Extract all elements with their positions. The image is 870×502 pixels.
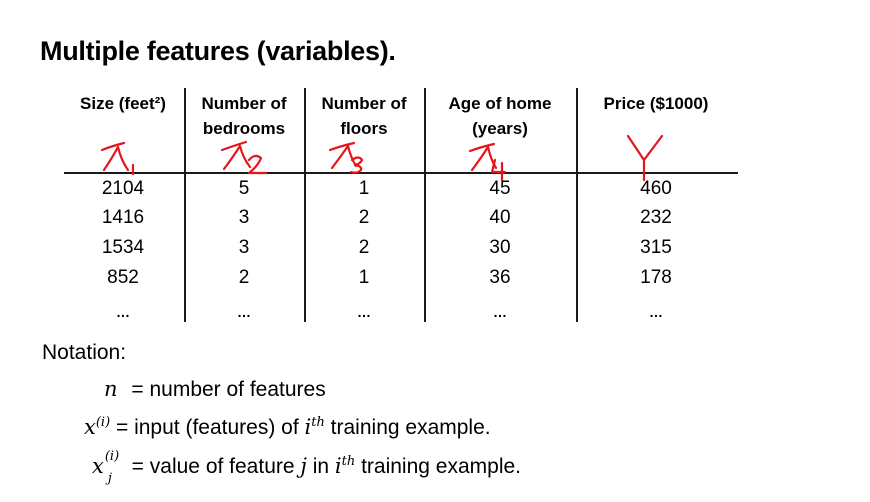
header-rule (64, 172, 738, 174)
x-th: th (311, 415, 325, 430)
header-floors-line1: Number of (321, 94, 407, 113)
cell-price: 178 (640, 267, 672, 288)
cell-price: 460 (640, 178, 672, 199)
cell-bedrooms: 2 (238, 267, 250, 288)
notation-n-line: n = number of features (104, 377, 326, 402)
xj-j: j (300, 454, 307, 478)
annotation-x1 (100, 141, 130, 172)
header-size-text: Size (feet²) (80, 94, 166, 113)
x-superscript: (i) (95, 415, 111, 430)
header-floors: Number of floors (322, 91, 407, 141)
header-age-line2: (years) (472, 119, 528, 138)
column-divider (576, 88, 578, 322)
column-divider (424, 88, 426, 322)
cell-size: 1534 (101, 237, 145, 258)
cell-floors: 1 (358, 178, 370, 199)
header-price-text: Price ($1000) (603, 94, 709, 113)
cell-floors: 2 (358, 207, 370, 228)
xj-indices: (i) j (104, 449, 126, 486)
cell-price: 315 (640, 237, 672, 258)
annotation-y (626, 134, 664, 182)
header-bedrooms-line2: bedrooms (202, 119, 286, 138)
slide-title: Multiple features (variables). (40, 36, 396, 66)
header-age: Age of home (years) (449, 91, 552, 141)
header-bedrooms-line1: Number of (201, 94, 287, 113)
xj-description-c: training example. (355, 455, 522, 478)
xj-th: th (341, 454, 356, 469)
x-symbol: x (84, 415, 96, 439)
annotation-x4 (468, 142, 498, 172)
notation-x-line: x(i) = input (features) of ith training … (84, 415, 491, 440)
x-description-b: training example. (324, 416, 491, 439)
annotation-x2 (220, 140, 252, 171)
header-size: Size (feet²) (80, 91, 166, 116)
x-i: i (304, 415, 312, 439)
cell-floors: 1 (358, 267, 370, 288)
ellipsis-bedrooms: … (237, 304, 251, 320)
cell-size: 2104 (101, 178, 145, 199)
header-price: Price ($1000) (604, 91, 709, 116)
annotation-x3-subscript (349, 156, 364, 174)
annotation-x4-subscript (490, 158, 507, 182)
cell-size: 852 (107, 267, 139, 288)
x-description-a: = input (features) of (110, 416, 305, 439)
cell-bedrooms: 5 (238, 178, 250, 199)
xj-description-b: in (306, 455, 335, 478)
notation-heading: Notation: (42, 341, 127, 364)
header-floors-line2: floors (340, 119, 388, 138)
cell-size: 1416 (101, 207, 145, 228)
xj-description-a: = value of feature (125, 455, 301, 478)
xj-superscript: (i) (104, 449, 120, 464)
annotation-x2-subscript (247, 154, 268, 175)
column-divider (184, 88, 186, 322)
column-divider (304, 88, 306, 322)
cell-age: 40 (489, 207, 511, 228)
ellipsis-price: … (649, 304, 663, 320)
cell-age: 36 (489, 267, 511, 288)
n-description: = number of features (125, 378, 326, 401)
cell-bedrooms: 3 (238, 207, 250, 228)
annotation-x3 (328, 141, 358, 170)
cell-age: 30 (489, 237, 511, 258)
xj-subscript: j (107, 471, 112, 486)
n-symbol: n (104, 377, 118, 401)
header-bedrooms: Number of bedrooms (202, 91, 287, 141)
cell-floors: 2 (358, 237, 370, 258)
header-age-line1: Age of home (448, 94, 552, 113)
xj-i: i (334, 454, 342, 478)
cell-price: 232 (640, 207, 672, 228)
ellipsis-size: … (116, 304, 130, 320)
xj-symbol: x (92, 454, 104, 478)
ellipsis-age: … (493, 304, 507, 320)
annotation-strokes (100, 134, 664, 182)
cell-bedrooms: 3 (238, 237, 250, 258)
cell-age: 45 (489, 178, 511, 199)
notation-xj-line: x (i) j = value of feature j in ith traini… (92, 449, 522, 486)
ellipsis-floors: … (357, 304, 371, 320)
